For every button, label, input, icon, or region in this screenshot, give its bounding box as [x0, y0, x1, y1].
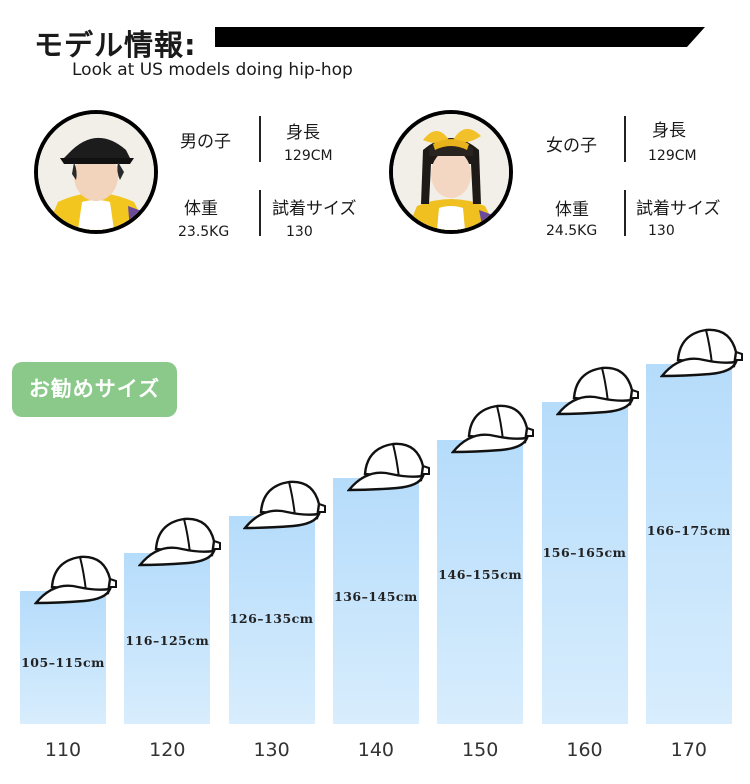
girl-height-value: 129CM [648, 148, 697, 164]
boy-size-label: 試着サイズ [272, 199, 357, 219]
size-bar-170: 166–175cm [645, 364, 732, 724]
baseball-cap-icon [554, 364, 648, 424]
baseball-cap-icon [242, 478, 335, 538]
size-bar-120: 116–125cm [124, 553, 211, 724]
size-bar-130: 126–135cm [228, 515, 315, 724]
girl-gender-label: 女の子 [546, 136, 597, 156]
boy-size-value: 130 [286, 224, 313, 240]
size-tick-label: 160 [566, 739, 603, 761]
girl-weight-label: 体重 [555, 200, 589, 220]
size-range-label: 105–115cm [21, 655, 105, 671]
baseball-cap-icon [33, 553, 126, 613]
baseball-cap-icon [137, 515, 230, 575]
boy-height-value: 129CM [284, 148, 333, 164]
boy-weight-value: 23.5KG [178, 224, 230, 240]
girl-height-label: 身長 [652, 121, 686, 141]
size-tick-label: 110 [44, 739, 82, 761]
size-range-label: 156–165cm [542, 545, 627, 561]
girl-size-label: 試着サイズ [636, 199, 721, 219]
size-range-label: 116–125cm [125, 633, 210, 649]
boy-divider-top [259, 116, 261, 162]
boy-divider-bottom [259, 190, 261, 236]
size-range-label: 126–135cm [229, 611, 314, 627]
size-bar-160: 156–165cm [541, 401, 628, 724]
baseball-cap-icon [659, 326, 750, 386]
size-tick-label: 150 [462, 739, 499, 761]
baseball-cap-icon [450, 402, 543, 462]
size-bar-150: 146–155cm [437, 439, 524, 724]
size-tick-label: 140 [357, 739, 395, 761]
girl-avatar [389, 110, 513, 234]
boy-height-label: 身長 [286, 123, 320, 143]
boy-weight-label: 体重 [184, 199, 218, 219]
size-range-label: 166–175cm [646, 523, 731, 539]
size-tick-label: 120 [149, 739, 186, 761]
baseball-cap-icon [346, 440, 439, 500]
size-range-label: 146–155cm [438, 567, 523, 583]
header-title: モデル情報: [34, 28, 197, 62]
size-bar-140: 136–145cm [332, 477, 419, 724]
boy-gender-label: 男の子 [180, 132, 231, 152]
girl-divider-bottom [624, 190, 626, 236]
girl-divider-top [624, 116, 626, 162]
size-range-label: 136–145cm [334, 589, 418, 605]
size-tick-label: 170 [670, 739, 707, 761]
size-bar-110: 105–115cm [20, 591, 106, 724]
girl-size-value: 130 [648, 223, 675, 239]
header-subtitle: Look at US models doing hip-hop [72, 60, 353, 80]
boy-avatar [34, 110, 158, 234]
recommend-size-badge: お勧めサイズ [12, 362, 177, 417]
girl-weight-value: 24.5KG [546, 223, 598, 239]
header-title-bar [215, 27, 705, 47]
size-tick-label: 130 [253, 739, 290, 761]
